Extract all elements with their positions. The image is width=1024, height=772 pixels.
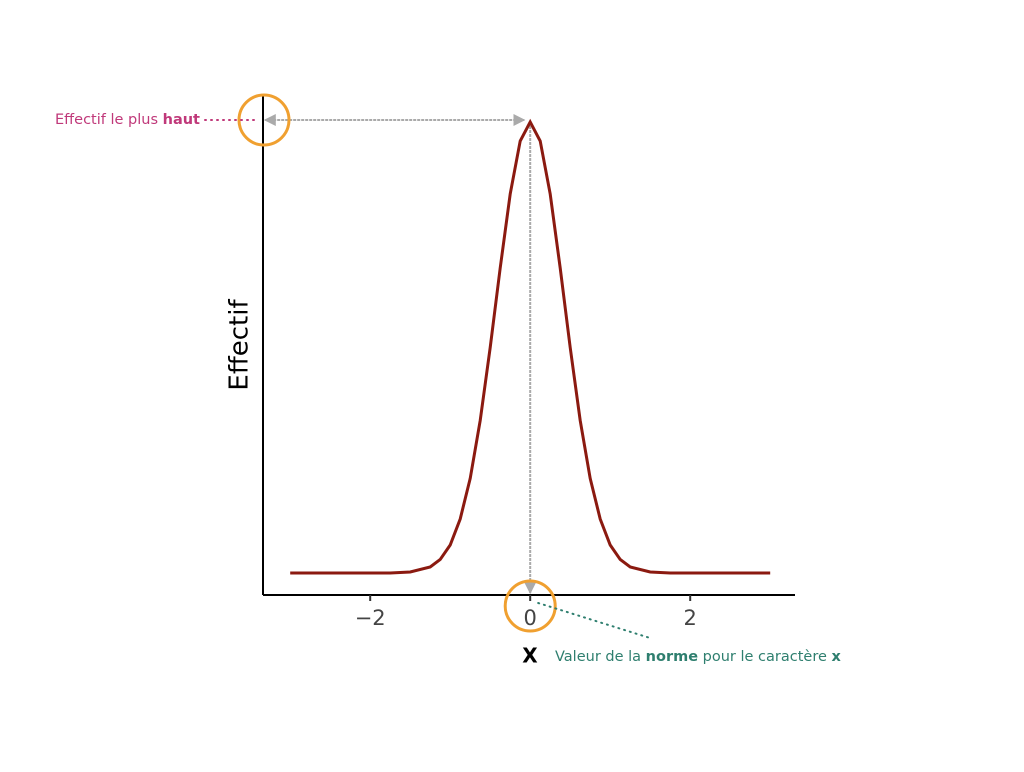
annotation-part: x xyxy=(832,649,842,665)
annotation-part: Effectif le plus xyxy=(55,112,163,128)
annotation-part: haut xyxy=(163,112,200,128)
highlight-circle xyxy=(503,579,557,633)
annotation: Valeur de la norme pour le caractère x xyxy=(555,649,842,665)
annotation: Effectif le plus haut xyxy=(55,112,200,128)
highlight-circle xyxy=(237,93,291,147)
x-axis-label: X xyxy=(522,644,538,668)
annotation-part: norme xyxy=(646,649,699,665)
annotation-leader xyxy=(537,602,651,639)
y-axis-label: Effectif xyxy=(225,299,255,391)
annotation-part: pour le caractère xyxy=(698,649,831,665)
x-tick-label: −2 xyxy=(355,606,386,630)
annotation-part: Valeur de la xyxy=(555,649,646,665)
curve xyxy=(290,118,771,575)
x-tick-label: 2 xyxy=(684,606,697,630)
x-tick-label: 0 xyxy=(524,606,537,630)
